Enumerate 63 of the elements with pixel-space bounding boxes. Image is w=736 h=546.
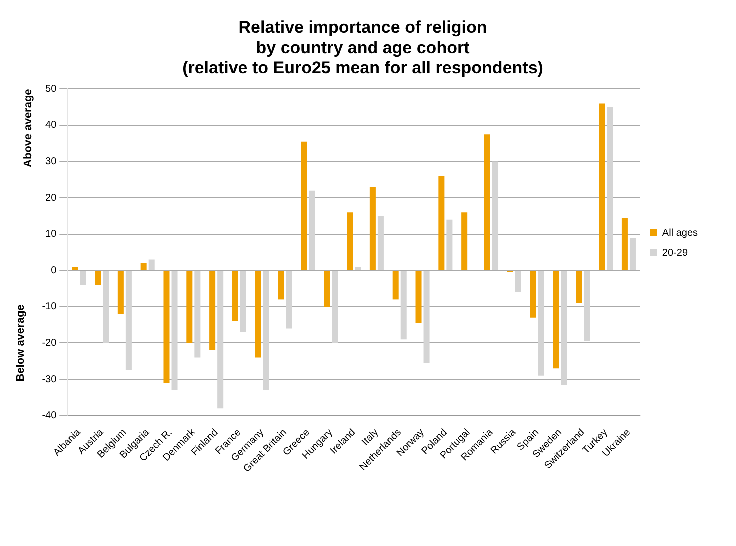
bar [515, 271, 522, 292]
bar [492, 162, 499, 270]
y-tick-label: 10 [46, 229, 58, 240]
bar [332, 271, 338, 344]
y-tick-label: -30 [42, 374, 58, 386]
bar [462, 212, 468, 270]
bar [103, 271, 110, 344]
bar [424, 271, 430, 364]
bar [255, 271, 262, 358]
y-tick-label: -20 [42, 338, 58, 349]
bar [309, 190, 316, 270]
bar [622, 218, 628, 270]
bar [194, 271, 201, 358]
bar [126, 271, 132, 370]
bar [324, 271, 330, 307]
y-tick-label: -40 [42, 410, 58, 422]
bar [446, 220, 453, 270]
text: Below average [15, 304, 27, 382]
bar [164, 271, 170, 384]
bar [301, 142, 308, 270]
chart-title: Relative importance of religion by country and age cohort (relative to Euro25 mean for all respondents) [182, 18, 544, 78]
bar [576, 271, 582, 304]
y-tick-label: 30 [46, 156, 58, 168]
legend-label: 20-29 [662, 248, 688, 259]
bar [400, 271, 407, 340]
legend-label: All ages [662, 228, 698, 239]
bar [561, 271, 568, 385]
bar [95, 271, 102, 286]
bar [140, 263, 147, 270]
bar [378, 216, 384, 270]
bar [370, 187, 376, 270]
bar [538, 271, 544, 376]
bar [599, 104, 606, 270]
bar [72, 267, 78, 270]
bar [278, 271, 284, 300]
bar [607, 107, 614, 270]
bar [210, 271, 216, 350]
bar [438, 176, 445, 270]
bar [630, 238, 636, 270]
y-tick-label: -10 [42, 302, 58, 313]
y-tick-label: 50 [46, 84, 58, 95]
bar [240, 271, 246, 332]
bar [148, 260, 155, 270]
y-tick-label: 40 [46, 120, 58, 132]
bar [80, 271, 86, 286]
bar [416, 271, 422, 324]
bar [392, 271, 399, 300]
bar [347, 212, 354, 270]
bar [263, 271, 270, 390]
bar [553, 271, 560, 369]
bar [484, 134, 490, 270]
y-tick-label: 20 [46, 192, 58, 204]
bar [584, 271, 590, 342]
bar [172, 271, 178, 390]
bar [186, 271, 193, 344]
bar [286, 271, 292, 329]
bar [355, 267, 362, 270]
y-tick-label: 0 [51, 265, 58, 276]
bar [218, 271, 224, 409]
bar [118, 271, 124, 314]
bar [530, 271, 536, 318]
y-axis-title: Above average [22, 89, 35, 168]
bar [232, 271, 238, 322]
